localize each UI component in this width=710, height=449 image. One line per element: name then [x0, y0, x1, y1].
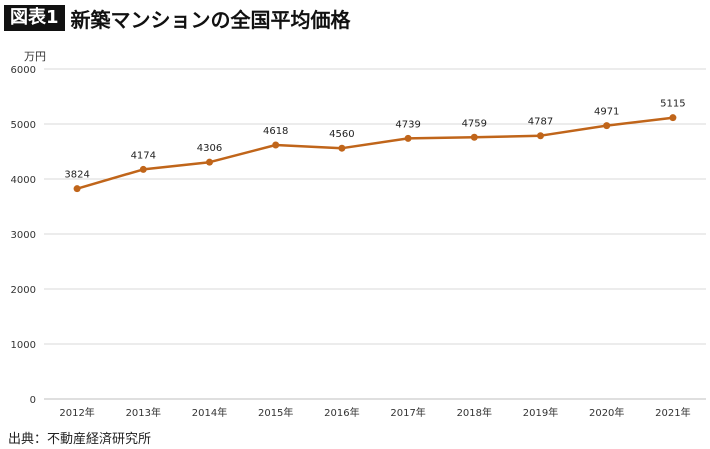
data-label: 5115	[660, 99, 685, 110]
x-tick-label: 2016年	[324, 406, 359, 419]
data-label: 4739	[395, 119, 420, 130]
x-tick-label: 2020年	[589, 406, 624, 419]
data-point	[338, 144, 346, 152]
x-tick-label: 2012年	[59, 406, 94, 419]
y-tick-label: 1000	[11, 340, 36, 351]
y-axis-unit-label: 万円	[24, 50, 46, 63]
data-point	[537, 132, 544, 140]
data-point	[603, 122, 611, 130]
data-point	[404, 134, 412, 142]
figure-label: 図表1	[4, 5, 65, 31]
data-point	[206, 158, 213, 166]
data-label: 4971	[594, 107, 619, 118]
y-tick-label: 2000	[11, 285, 36, 296]
y-tick-label: 6000	[11, 65, 36, 76]
data-point	[669, 114, 677, 122]
y-tick-label: 0	[30, 395, 36, 406]
x-tick-label: 2019年	[523, 406, 558, 419]
x-tick-label: 2015年	[258, 406, 293, 419]
source-note: 出典：不動産経済研究所	[8, 432, 152, 447]
x-tick-label: 2014年	[192, 406, 227, 419]
data-label: 4306	[197, 143, 222, 154]
data-label: 4618	[263, 126, 288, 137]
data-label: 4787	[528, 117, 553, 128]
data-point	[139, 165, 147, 173]
x-tick-label: 2017年	[390, 406, 425, 419]
y-tick-label: 3000	[11, 230, 36, 241]
x-tick-label: 2018年	[457, 406, 492, 419]
data-point	[73, 185, 81, 193]
x-tick-label: 2013年	[126, 406, 161, 419]
x-tick-label: 2021年	[655, 406, 690, 419]
data-point	[272, 141, 280, 149]
data-point	[470, 133, 478, 141]
series-line	[76, 116, 674, 190]
data-label: 3824	[64, 170, 89, 181]
y-tick-label: 5000	[11, 120, 36, 131]
y-tick-label: 4000	[11, 175, 36, 186]
figure-header: 図表1 新築マンションの全国平均価格	[4, 4, 351, 32]
chart-title: 新築マンションの全国平均価格	[70, 7, 351, 32]
data-label: 4759	[462, 118, 487, 129]
data-label: 4174	[131, 150, 156, 161]
data-label: 4560	[329, 129, 354, 140]
